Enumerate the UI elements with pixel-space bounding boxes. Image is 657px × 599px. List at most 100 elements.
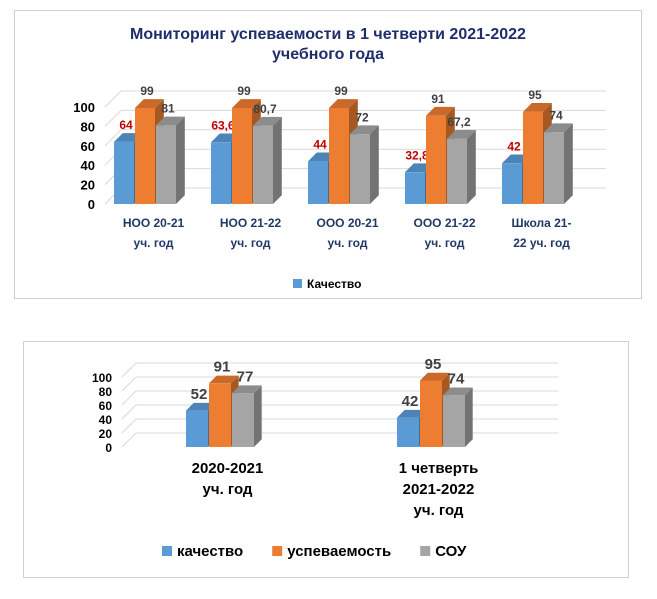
bar-top	[232, 99, 261, 108]
bar-top	[426, 106, 455, 116]
gridline-side	[121, 404, 137, 420]
data-label: 32,8	[405, 148, 429, 162]
data-label: 42	[402, 393, 419, 410]
y-tick-label: 20	[99, 427, 113, 441]
data-label: 77	[237, 368, 254, 385]
chart-panel-quarter-monitoring: Мониторинг успеваемости в 1 четверти 202…	[14, 10, 642, 299]
bar	[405, 172, 425, 204]
bar	[397, 417, 419, 447]
bar	[186, 410, 208, 447]
bar-top	[329, 99, 358, 108]
bar	[426, 115, 446, 204]
bar-top	[232, 385, 262, 394]
y-tick-label: 0	[88, 197, 95, 212]
y-tick-label: 20	[81, 178, 95, 193]
bar-top	[253, 116, 282, 126]
bar-side	[273, 116, 282, 204]
bar	[232, 393, 254, 447]
bar	[209, 383, 231, 447]
category-label: 2021-2022	[403, 481, 475, 498]
bar	[443, 395, 465, 447]
legend-swatch	[293, 279, 302, 288]
data-label: 74	[549, 108, 563, 122]
category-label: уч. год	[328, 236, 368, 250]
legend-label: успеваемость	[287, 543, 391, 560]
data-label: 67,2	[447, 115, 471, 129]
bar	[329, 107, 349, 204]
legend-swatch	[272, 546, 283, 556]
data-label: 72	[355, 110, 369, 124]
bar-side	[564, 123, 573, 204]
bar	[523, 111, 543, 204]
data-label: 95	[425, 356, 442, 373]
category-label: уч. год	[414, 502, 464, 519]
gridline-side	[121, 390, 137, 406]
category-label: 22 уч. год	[513, 236, 570, 250]
data-label: 80,7	[253, 102, 277, 116]
legend-swatch	[162, 546, 172, 556]
chart-title-line: учебного года	[272, 46, 384, 63]
bar	[350, 134, 370, 204]
bar	[544, 132, 564, 204]
legend-label: качество	[177, 543, 243, 560]
bar-top	[544, 123, 573, 133]
bar-side	[176, 116, 185, 204]
data-label: 91	[214, 359, 231, 376]
bar	[211, 142, 231, 204]
data-label: 95	[528, 88, 542, 102]
gridline-side	[104, 90, 122, 108]
bar	[156, 125, 176, 204]
legend-label: Качество	[307, 277, 361, 291]
bar	[308, 161, 328, 204]
y-tick-label: 80	[99, 385, 113, 399]
bar-top	[420, 372, 450, 381]
bar-top	[186, 402, 216, 411]
gridline-side	[121, 362, 137, 378]
bar-side	[467, 130, 476, 204]
gridline-side	[104, 110, 122, 127]
y-tick-label: 40	[99, 413, 113, 427]
bar	[420, 380, 442, 447]
category-label: уч. год	[203, 481, 253, 498]
category-label: уч. год	[134, 236, 174, 250]
data-label: 74	[448, 371, 465, 388]
category-label: Школа 21-	[512, 216, 572, 230]
data-label: 99	[140, 84, 154, 98]
bar-top	[156, 116, 185, 126]
bar	[502, 163, 522, 204]
bar-side	[370, 125, 379, 204]
y-tick-label: 60	[81, 139, 95, 154]
legend-label: СОУ	[435, 543, 467, 560]
bar-top	[350, 125, 379, 135]
data-label: 42	[507, 139, 521, 153]
chart-quarter-monitoring: Мониторинг успеваемости в 1 четверти 202…	[73, 26, 606, 291]
chart-title-line: Мониторинг успеваемости в 1 четверти 202…	[130, 26, 526, 43]
bar-top	[523, 103, 552, 112]
y-tick-label: 40	[81, 158, 95, 173]
y-tick-label: 0	[105, 441, 112, 455]
gridline-side	[104, 129, 122, 147]
bar	[447, 138, 467, 204]
category-label: ООО 20-21	[316, 216, 378, 230]
bar	[114, 141, 134, 204]
bar-side	[254, 385, 262, 447]
category-label: уч. год	[231, 236, 271, 250]
bar-top	[209, 375, 239, 384]
category-label: НОО 21-22	[220, 216, 282, 230]
bar-top	[443, 387, 473, 396]
data-label: 44	[313, 138, 327, 152]
bar-top	[447, 130, 476, 139]
y-tick-label: 60	[99, 399, 113, 413]
data-label: 91	[431, 92, 445, 106]
y-tick-label: 100	[73, 100, 95, 115]
category-label: ООО 21-22	[413, 216, 475, 230]
bar	[253, 125, 273, 204]
y-tick-label: 80	[81, 119, 95, 134]
gridline-side	[121, 418, 137, 434]
category-label: уч. год	[425, 236, 465, 250]
data-label: 64	[119, 118, 133, 132]
gridline-side	[121, 432, 137, 448]
bar-top	[135, 99, 164, 108]
y-tick-label: 100	[92, 371, 112, 385]
